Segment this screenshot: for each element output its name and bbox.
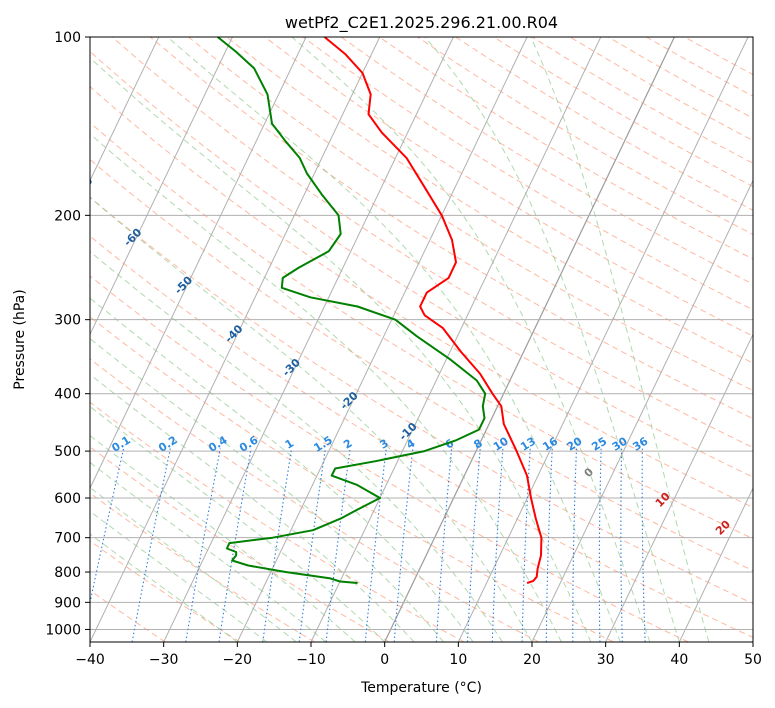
y-tick-label: 200 (54, 208, 81, 224)
x-tick-label: 20 (523, 652, 541, 668)
moist-adiabat-line (90, 405, 386, 642)
dry-adiabat-line (188, 37, 753, 392)
dry-adiabat-line (90, 589, 166, 642)
y-tick-label: 700 (54, 531, 81, 547)
y-tick-label: 900 (54, 595, 81, 611)
plot-frame (89, 36, 754, 643)
y-tick-label: 500 (54, 444, 81, 460)
y-axis-ticks: 100 200 300 400 500 600 700 800 900 1000 (45, 30, 90, 638)
mixing-ratio-line (620, 448, 623, 642)
dry-adiabat-line (90, 158, 753, 572)
dry-adiabat-line (90, 196, 753, 605)
moist-adiabat-line (424, 37, 680, 642)
y-tick-label: 400 (54, 387, 81, 403)
dry-adiabat-line (90, 492, 315, 642)
y-tick-label: 300 (54, 313, 81, 329)
x-axis-ticks: −40 −30 −20 −10 0 10 20 30 40 50 (75, 642, 762, 668)
x-tick-label: −10 (296, 652, 326, 668)
dry-adiabat-line (90, 122, 753, 540)
y-tick-label: 100 (54, 30, 81, 46)
x-tick-label: 50 (744, 652, 762, 668)
isotherm-line (310, 37, 602, 642)
isotherm-line (678, 487, 753, 642)
x-tick-label: 30 (597, 652, 615, 668)
background-lines (90, 37, 753, 642)
y-axis-title: Pressure (hPa) (12, 289, 28, 389)
y-tick-label: 1000 (45, 622, 81, 638)
y-tick-label: 600 (54, 491, 81, 507)
freezing-isotherm (384, 37, 675, 642)
dry-adiabat-line (90, 50, 753, 478)
isotherm-line (605, 333, 753, 642)
mixing-ratio-line (185, 448, 221, 642)
x-tick-label: −40 (75, 652, 105, 668)
isotherm-line (457, 37, 749, 642)
mixing-ratio-line (218, 448, 252, 642)
dewpoint-profile-line (217, 37, 487, 584)
isotherm-line (90, 37, 307, 490)
moist-adiabat-line (291, 37, 651, 642)
dry-adiabat-line (340, 37, 753, 285)
y-tick-label: 800 (54, 565, 81, 581)
isotherm-line (236, 37, 528, 642)
moist-adiabat-line (90, 57, 592, 642)
isotherm-line (163, 37, 454, 642)
dry-adiabat-line (90, 316, 614, 642)
moist-adiabat-line (90, 338, 444, 642)
isotherm-line (531, 179, 753, 642)
chart-title: wetPf2_C2E1.2025.296.21.00.R04 (285, 13, 558, 33)
moist-adiabat-line (90, 435, 356, 642)
isotherm-line (90, 37, 160, 182)
moist-adiabat-line (530, 37, 710, 642)
moist-adiabat-line (90, 510, 268, 642)
moist-adiabat-line (90, 297, 474, 642)
mixing-ratio-line (598, 448, 602, 642)
x-tick-label: 10 (449, 652, 467, 668)
dry-adiabat-line (90, 275, 689, 642)
dry-adiabat-line (90, 446, 390, 642)
profiles (217, 37, 543, 584)
temperature-profile-line (323, 37, 543, 584)
moist-adiabat-line (90, 250, 503, 642)
x-tick-label: −30 (149, 652, 179, 668)
x-tick-label: 40 (670, 652, 688, 668)
x-axis-title: Temperature (°C) (360, 680, 482, 696)
mixing-ratio-line (572, 448, 578, 642)
isotherm-line (90, 37, 233, 336)
x-tick-label: −20 (223, 652, 253, 668)
x-tick-label: 0 (380, 652, 389, 668)
mixing-ratio-line (131, 448, 171, 642)
isotherm-line (90, 37, 381, 642)
wetbulb-label: -70 (72, 174, 95, 197)
moist-adiabat-line (167, 37, 621, 642)
dry-adiabat-line (226, 37, 753, 364)
mixing-ratio-line (90, 448, 125, 606)
moist-adiabat-line (90, 533, 238, 642)
moist-adiabat-line (90, 461, 327, 642)
dry-adiabat-line (90, 86, 753, 509)
